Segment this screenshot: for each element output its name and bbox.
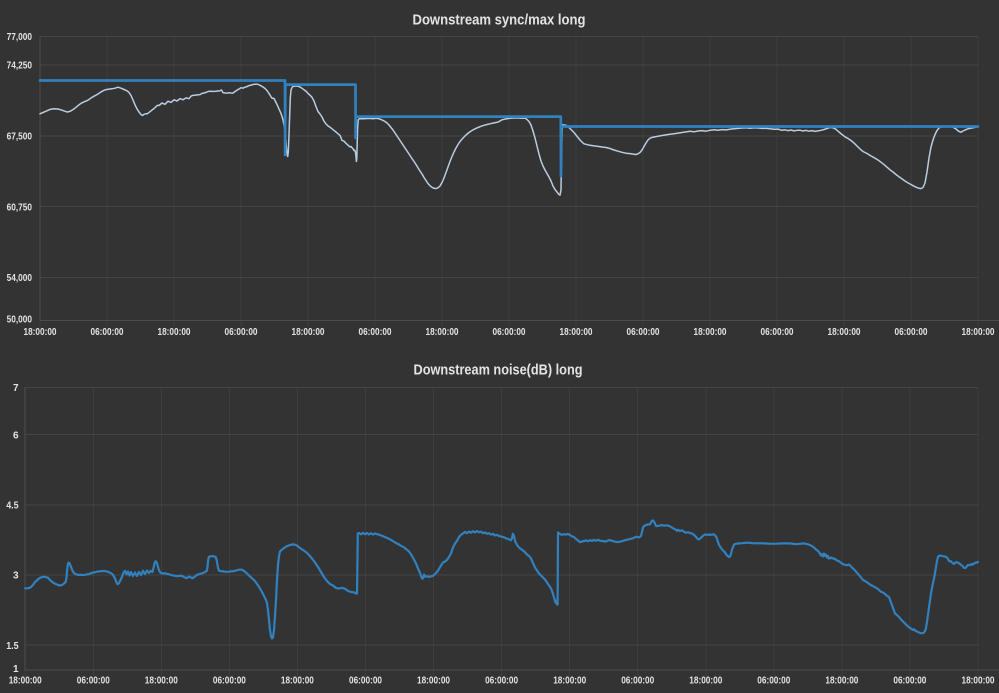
svg-text:18:00:00: 18:00:00 [426,327,459,338]
svg-text:1.5: 1.5 [6,641,19,652]
svg-text:18:00:00: 18:00:00 [560,327,593,338]
svg-text:18:00:00: 18:00:00 [281,676,314,687]
svg-text:18:00:00: 18:00:00 [962,327,995,338]
svg-text:06:00:00: 06:00:00 [757,676,790,687]
svg-text:06:00:00: 06:00:00 [893,676,926,687]
svg-text:06:00:00: 06:00:00 [225,327,258,338]
svg-text:18:00:00: 18:00:00 [9,676,42,687]
svg-text:18:00:00: 18:00:00 [417,676,450,687]
svg-text:18:00:00: 18:00:00 [292,327,325,338]
svg-text:6: 6 [13,430,19,441]
svg-text:06:00:00: 06:00:00 [213,676,246,687]
svg-text:18:00:00: 18:00:00 [828,327,861,338]
svg-text:18:00:00: 18:00:00 [694,327,727,338]
svg-text:54,000: 54,000 [7,273,33,284]
svg-text:06:00:00: 06:00:00 [895,327,928,338]
svg-text:18:00:00: 18:00:00 [158,327,191,338]
svg-text:4.5: 4.5 [6,501,19,512]
svg-text:7: 7 [13,383,19,394]
svg-text:18:00:00: 18:00:00 [825,676,858,687]
svg-text:06:00:00: 06:00:00 [485,676,518,687]
svg-text:18:00:00: 18:00:00 [962,676,995,687]
svg-text:06:00:00: 06:00:00 [761,327,794,338]
svg-text:18:00:00: 18:00:00 [689,676,722,687]
svg-text:3: 3 [13,571,19,582]
svg-text:1: 1 [13,664,19,675]
svg-text:74,250: 74,250 [7,61,33,72]
svg-text:Downstream sync/max long: Downstream sync/max long [413,11,586,28]
svg-text:18:00:00: 18:00:00 [553,676,586,687]
svg-text:77,000: 77,000 [7,32,33,43]
svg-text:18:00:00: 18:00:00 [145,676,178,687]
svg-text:06:00:00: 06:00:00 [621,676,654,687]
svg-text:18:00:00: 18:00:00 [24,327,57,338]
svg-text:50,000: 50,000 [7,314,33,325]
svg-text:06:00:00: 06:00:00 [349,676,382,687]
svg-text:06:00:00: 06:00:00 [359,327,392,338]
svg-text:Downstream noise(dB) long: Downstream noise(dB) long [414,361,583,378]
svg-text:06:00:00: 06:00:00 [77,676,110,687]
svg-text:67,500: 67,500 [7,131,33,142]
svg-text:06:00:00: 06:00:00 [627,327,660,338]
svg-text:60,750: 60,750 [7,202,33,213]
svg-text:06:00:00: 06:00:00 [493,327,526,338]
svg-text:06:00:00: 06:00:00 [91,327,124,338]
